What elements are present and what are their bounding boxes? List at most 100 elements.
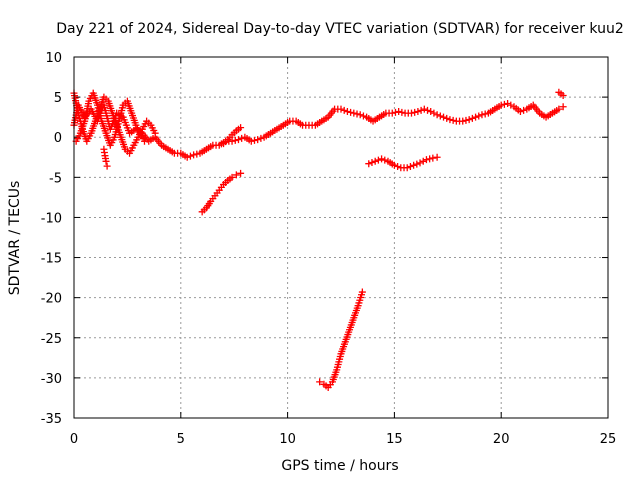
data-point <box>190 151 198 159</box>
data-point <box>419 157 427 165</box>
data-point <box>459 117 467 125</box>
data-point <box>374 156 382 164</box>
data-point <box>151 129 159 137</box>
data-point <box>468 114 476 122</box>
data-point <box>481 110 489 118</box>
data-point <box>449 116 457 124</box>
data-point <box>390 161 398 169</box>
data-point <box>414 108 422 116</box>
data-point <box>500 100 508 108</box>
data-point <box>429 154 437 162</box>
series-track-main <box>70 100 567 161</box>
y-tick-label: -10 <box>41 211 62 226</box>
data-point <box>358 288 366 296</box>
x-tick-label: 0 <box>70 432 78 447</box>
data-point <box>403 164 411 172</box>
data-point <box>420 105 428 113</box>
data-point <box>368 158 376 166</box>
y-tick-label: -35 <box>41 412 62 427</box>
data-point <box>433 153 441 161</box>
data-point <box>417 106 425 114</box>
data-point <box>234 136 242 144</box>
data-point <box>411 108 419 116</box>
data-point <box>254 136 262 144</box>
data-point <box>478 111 486 119</box>
y-tick-label: 5 <box>54 91 62 106</box>
y-tick-label: -30 <box>41 372 62 387</box>
data-point <box>424 106 432 114</box>
data-point <box>504 100 512 108</box>
plot-area <box>70 88 567 392</box>
series-track-early-c <box>100 145 111 170</box>
data-point <box>228 137 236 145</box>
data-point <box>430 109 438 117</box>
series-track-6-8h <box>198 169 245 216</box>
data-point <box>237 169 245 177</box>
series-track-end <box>555 88 567 100</box>
data-point <box>436 112 444 120</box>
data-point <box>340 106 348 114</box>
data-point <box>102 157 110 165</box>
data-point <box>559 92 567 100</box>
data-point <box>472 113 480 121</box>
data-point <box>507 101 515 109</box>
data-point <box>462 116 470 124</box>
data-point <box>433 111 441 119</box>
chart-title: Day 221 of 2024, Sidereal Day-to-day VTE… <box>56 21 624 37</box>
data-point <box>443 114 451 122</box>
data-point <box>343 108 351 116</box>
series-track-14-17h <box>365 153 441 172</box>
data-point <box>406 163 414 171</box>
y-tick-label: 0 <box>54 131 62 146</box>
data-point <box>395 108 403 116</box>
plot-frame <box>73 56 609 419</box>
data-point <box>350 109 358 117</box>
data-point <box>140 137 148 145</box>
data-point <box>388 109 396 117</box>
data-point <box>231 136 239 144</box>
y-axis-label: SDTVAR / TECUs <box>7 181 23 296</box>
data-point <box>394 163 402 171</box>
y-tick-label: -15 <box>41 252 62 267</box>
data-point <box>381 156 389 164</box>
data-point <box>555 105 563 113</box>
data-point <box>446 116 454 124</box>
data-point <box>183 153 191 161</box>
x-tick-label: 20 <box>493 432 510 447</box>
data-point <box>237 124 245 132</box>
data-point <box>232 171 240 179</box>
y-tick-label: -20 <box>41 292 62 307</box>
data-point <box>378 155 386 163</box>
x-tick-label: 10 <box>279 432 296 447</box>
data-point <box>559 103 567 111</box>
data-point <box>391 108 399 116</box>
data-point <box>410 161 418 169</box>
x-tick-label: 5 <box>177 432 185 447</box>
data-point <box>103 162 111 170</box>
series-track-early-b <box>72 89 148 149</box>
data-point <box>193 150 201 158</box>
data-point <box>426 155 434 163</box>
data-point <box>365 160 373 168</box>
data-point <box>497 101 505 109</box>
data-point <box>316 378 324 386</box>
data-point <box>398 108 406 116</box>
data-point <box>356 111 364 119</box>
series-track-12-13h <box>316 288 366 392</box>
x-tick-label: 15 <box>386 432 403 447</box>
data-point <box>250 136 258 144</box>
data-point <box>228 173 236 181</box>
axis-ticks: 0 5 10 15 20 25 10 5 0 -5 -10 -15 -20 -25 -30 -35 <box>41 51 617 447</box>
data-point <box>475 112 483 120</box>
data-point <box>359 112 367 120</box>
x-axis-label: GPS time / hours <box>281 458 398 474</box>
data-point <box>337 105 345 113</box>
data-point <box>416 159 424 167</box>
data-point <box>247 137 255 145</box>
data-point <box>371 157 379 165</box>
data-point <box>407 109 415 117</box>
y-tick-label: -25 <box>41 332 62 347</box>
y-tick-label: 10 <box>45 51 62 66</box>
data-point <box>516 108 524 116</box>
